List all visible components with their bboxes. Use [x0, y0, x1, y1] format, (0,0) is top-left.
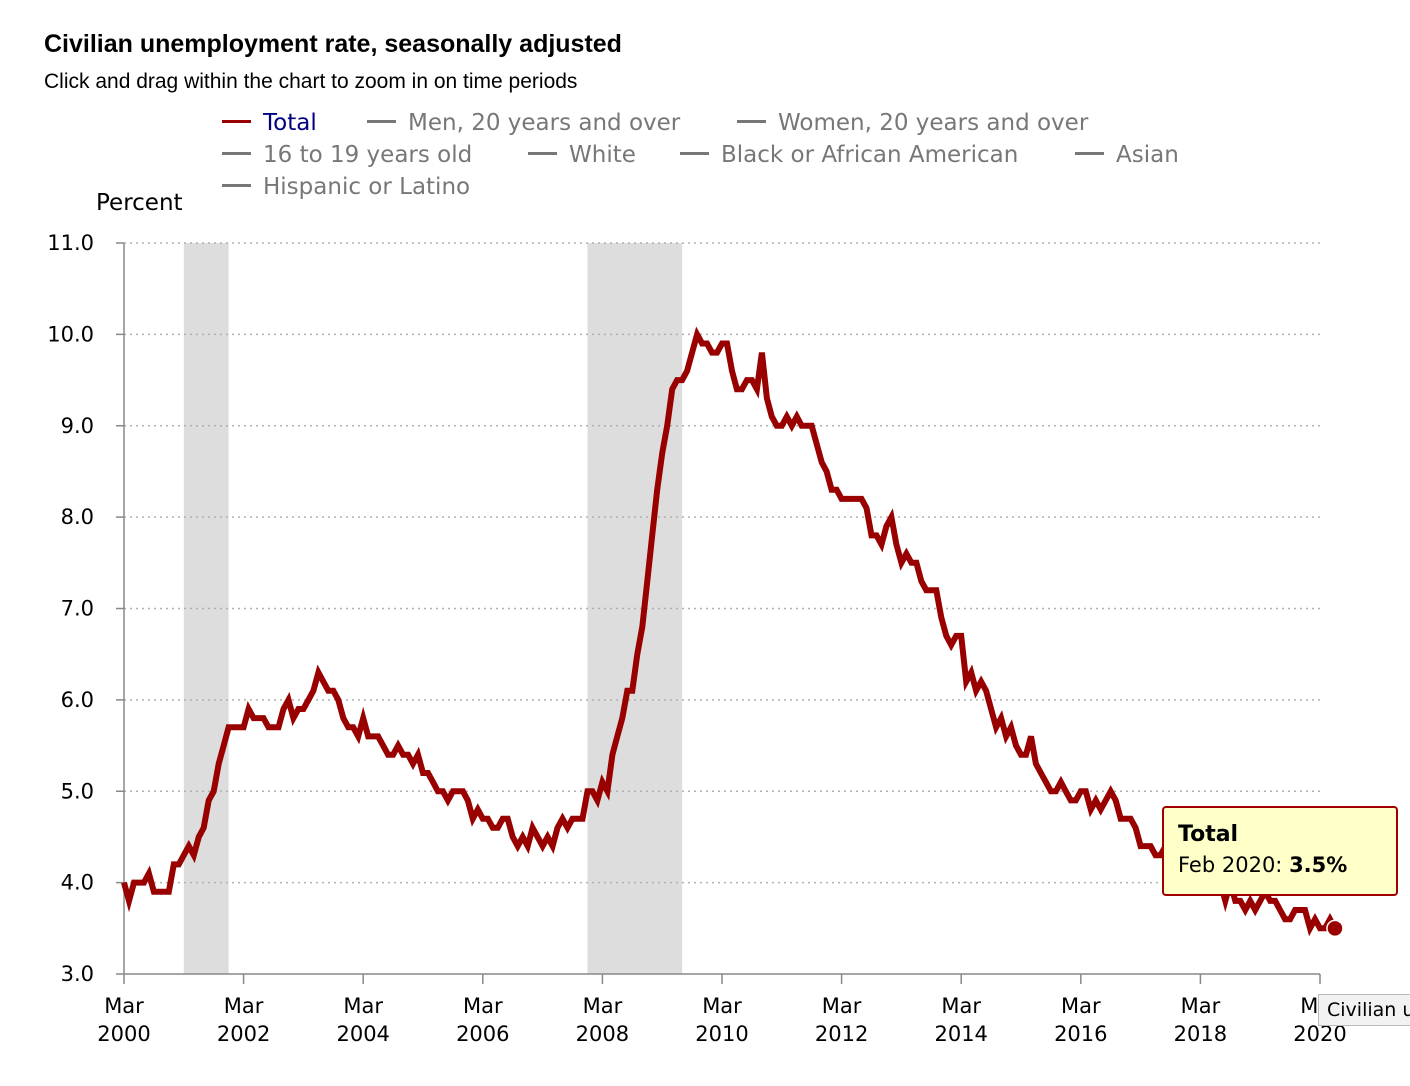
tooltip-value: 3.5% — [1289, 853, 1348, 877]
x-tick-month: Mar — [941, 994, 981, 1018]
chart-subtitle: Click and drag within the chart to zoom … — [44, 70, 578, 93]
side-label: Civilian u — [1318, 994, 1410, 1026]
x-tick-month: Mar — [1181, 994, 1221, 1018]
recession-bands — [183, 243, 683, 974]
legend-line-icon — [367, 120, 396, 123]
x-tick-month: Mar — [822, 994, 862, 1018]
legend-item-total[interactable]: Total — [222, 110, 317, 136]
x-tick-month: Mar — [702, 994, 742, 1018]
tooltip-date: Feb 2020: — [1178, 853, 1283, 877]
legend-item-hispanic[interactable]: Hispanic or Latino — [222, 174, 470, 200]
legend-line-icon — [222, 184, 251, 187]
tooltip-line: Feb 2020: 3.5% — [1178, 853, 1382, 877]
x-tick-year: 2014 — [934, 1022, 987, 1046]
x-tick-year: 2008 — [576, 1022, 629, 1046]
x-tick-year: 2016 — [1054, 1022, 1107, 1046]
y-tick-label: 3.0 — [61, 962, 94, 986]
legend-label: Hispanic or Latino — [263, 174, 471, 200]
x-tick-year: 2006 — [456, 1022, 509, 1046]
x-tick-month: Mar — [343, 994, 383, 1018]
series-line-total — [121, 326, 1338, 937]
legend-item-black[interactable]: Black or African American — [680, 142, 1018, 168]
legend-label: White — [569, 142, 636, 168]
legend-item-women[interactable]: Women, 20 years and over — [737, 110, 1088, 136]
y-tick-label: 11.0 — [47, 231, 94, 255]
y-tick-label: 6.0 — [61, 688, 94, 712]
legend-label: Men, 20 years and over — [408, 110, 681, 136]
legend-label: 16 to 19 years old — [263, 142, 473, 168]
legend-line-icon — [222, 120, 251, 123]
legend-item-men[interactable]: Men, 20 years and over — [367, 110, 680, 136]
legend-item-white[interactable]: White — [528, 142, 636, 168]
legend-label: Women, 20 years and over — [778, 110, 1089, 136]
legend-label: Asian — [1116, 142, 1179, 168]
x-tick-year: 2010 — [695, 1022, 748, 1046]
x-tick-year: 2004 — [336, 1022, 389, 1046]
data-tooltip: Total Feb 2020: 3.5% — [1162, 806, 1398, 896]
axes: 3.0 4.0 5.0 6.0 7.0 8.0 9.0 10.0 11.0 Mar 2000 Mar 2… — [47, 231, 1346, 1046]
x-tick-year: 2020 — [1293, 1022, 1346, 1046]
legend-line-icon — [528, 152, 557, 155]
x-tick-month: Mar — [583, 994, 623, 1018]
series-total — [121, 326, 1344, 938]
legend-label: Black or African American — [721, 142, 1019, 168]
y-tick-label: 9.0 — [61, 414, 94, 438]
legend-line-icon — [1075, 152, 1104, 155]
highlight-point — [1326, 919, 1344, 938]
x-tick-month: Mar — [224, 994, 264, 1018]
y-tick-label: 8.0 — [61, 505, 94, 529]
legend-line-icon — [222, 152, 251, 155]
x-tick-month: Mar — [104, 994, 144, 1018]
y-tick-label: 7.0 — [61, 597, 94, 621]
legend-line-icon — [680, 152, 709, 155]
chart-title: Civilian unemployment rate, seasonally a… — [44, 30, 622, 58]
legend-item-asian[interactable]: Asian — [1075, 142, 1179, 168]
x-tick-year: 2002 — [217, 1022, 270, 1046]
x-tick-month: Mar — [1061, 994, 1101, 1018]
y-tick-label: 4.0 — [61, 871, 94, 895]
x-tick-year: 2012 — [815, 1022, 868, 1046]
x-tick-month: Mar — [463, 994, 503, 1018]
x-tick-year: 2018 — [1174, 1022, 1227, 1046]
legend-line-icon — [737, 120, 766, 123]
y-axis-label: Percent — [96, 190, 183, 216]
y-tick-label: 10.0 — [47, 322, 94, 346]
legend-item-16-to-19[interactable]: 16 to 19 years old — [222, 142, 472, 168]
gridlines — [124, 242, 1320, 884]
x-tick-year: 2000 — [97, 1022, 150, 1046]
tooltip-series: Total — [1178, 822, 1239, 847]
legend-label: Total — [263, 110, 317, 136]
y-tick-label: 5.0 — [61, 779, 94, 803]
